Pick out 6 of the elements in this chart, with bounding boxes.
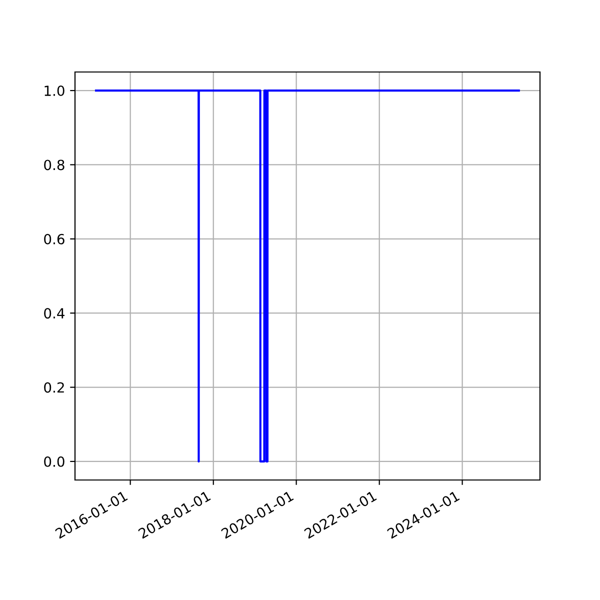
y-tick-label: 0.6	[44, 234, 64, 244]
y-tick-label: 0.8	[44, 160, 64, 170]
y-tick-label: 0.4	[44, 308, 64, 319]
y-tick-label: 1.0	[44, 86, 64, 96]
y-tick-label: 0.2	[44, 382, 64, 393]
y-tick-label: 0.0	[44, 456, 64, 467]
